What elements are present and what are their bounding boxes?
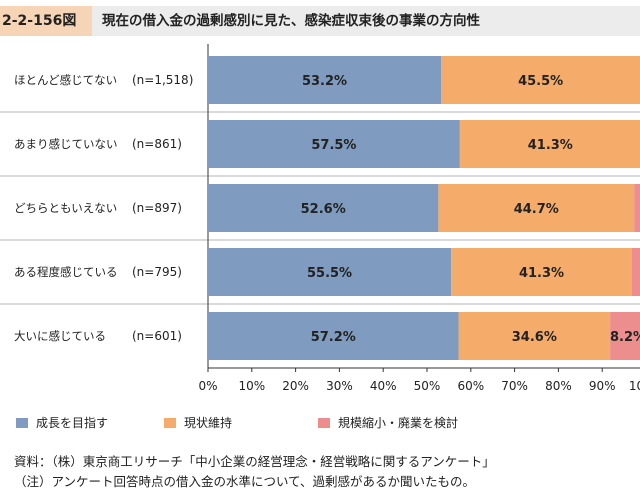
legend-label: 規模縮小・廃業を検討 [338,416,459,430]
figure-number: 2-2-156図 [0,6,92,36]
x-tick-label: 0% [198,379,217,393]
x-tick-label: 90% [589,379,616,393]
bar-segment [438,184,635,232]
sample-size-label: (n=897) [132,201,182,215]
bar-segment [208,120,460,168]
data-label: 57.5% [311,138,356,153]
bar-segment [208,56,442,104]
bar-segment [451,248,632,296]
figure-notes: 資料：（株）東京商工リサーチ「中小企業の経営理念・経営戦略に関するアンケート」 … [14,452,495,492]
bar-segment [634,184,640,232]
legend-item: 規模縮小・廃業を検討 [318,414,458,431]
bar-segment [458,312,611,360]
bar-segment [208,184,439,232]
bar-segment [208,312,459,360]
x-tick-label: 20% [282,379,309,393]
data-label: 45.5% [518,74,563,89]
x-tick-label: 50% [414,379,441,393]
bar-segment [208,248,452,296]
bar-segment [459,120,640,168]
data-label: 52.6% [301,202,346,217]
x-tick-label: 40% [370,379,397,393]
data-label: 55.5% [307,266,352,281]
data-label: 57.2% [311,330,356,345]
legend-swatch [318,417,330,428]
x-tick-label: 30% [326,379,353,393]
data-label: 8.2% [610,330,640,345]
x-tick-label: 10% [238,379,265,393]
category-label: ある程度感じている [14,265,118,279]
legend-swatch [16,417,28,428]
sample-size-label: (n=795) [132,265,182,279]
sample-size-label: (n=601) [132,329,182,343]
bar-segment [631,248,640,296]
legend-swatch [164,417,176,428]
x-tick-label: 100% [629,379,640,393]
category-label: ほとんど感じてない [14,73,117,87]
data-label: 41.3% [528,138,573,153]
legend-label: 成長を目指す [36,416,109,430]
category-label: 大いに感じている [14,329,106,343]
chart-legend: 成長を目指す 現状維持 規模縮小・廃業を検討 [0,414,640,434]
legend-item: 現状維持 [164,414,232,431]
figure-header: 2-2-156図 現在の借入金の過剰感別に見た、感染症収束後の事業の方向性 [0,6,640,36]
source-note: 資料：（株）東京商工リサーチ「中小企業の経営理念・経営戦略に関するアンケート」 [14,454,495,469]
category-label: どちらともいえない [14,201,117,215]
sample-size-label: (n=1,518) [132,73,193,87]
data-label: 41.3% [519,266,564,281]
category-label: あまり感じていない [14,137,118,151]
x-tick-label: 80% [545,379,572,393]
footnote: （注）アンケート回答時点の借入金の水準について、過剰感があるか聞いたもの。 [14,474,476,489]
bar-segment [441,56,640,104]
x-tick-label: 60% [457,379,484,393]
bar-segment [610,312,640,360]
sample-size-label: (n=861) [132,137,182,151]
legend-label: 現状維持 [184,416,233,430]
figure-title: 現在の借入金の過剰感別に見た、感染症収束後の事業の方向性 [92,6,640,36]
data-label: 44.7% [514,202,559,217]
data-label: 34.6% [512,330,557,345]
x-tick-label: 70% [501,379,528,393]
legend-item: 成長を目指す [16,414,108,431]
stacked-bar-chart: ほとんど感じてない (n=1,518) 53.2% 45.5% あまり感じていない (n=… [0,44,640,393]
data-label: 53.2% [302,74,347,89]
